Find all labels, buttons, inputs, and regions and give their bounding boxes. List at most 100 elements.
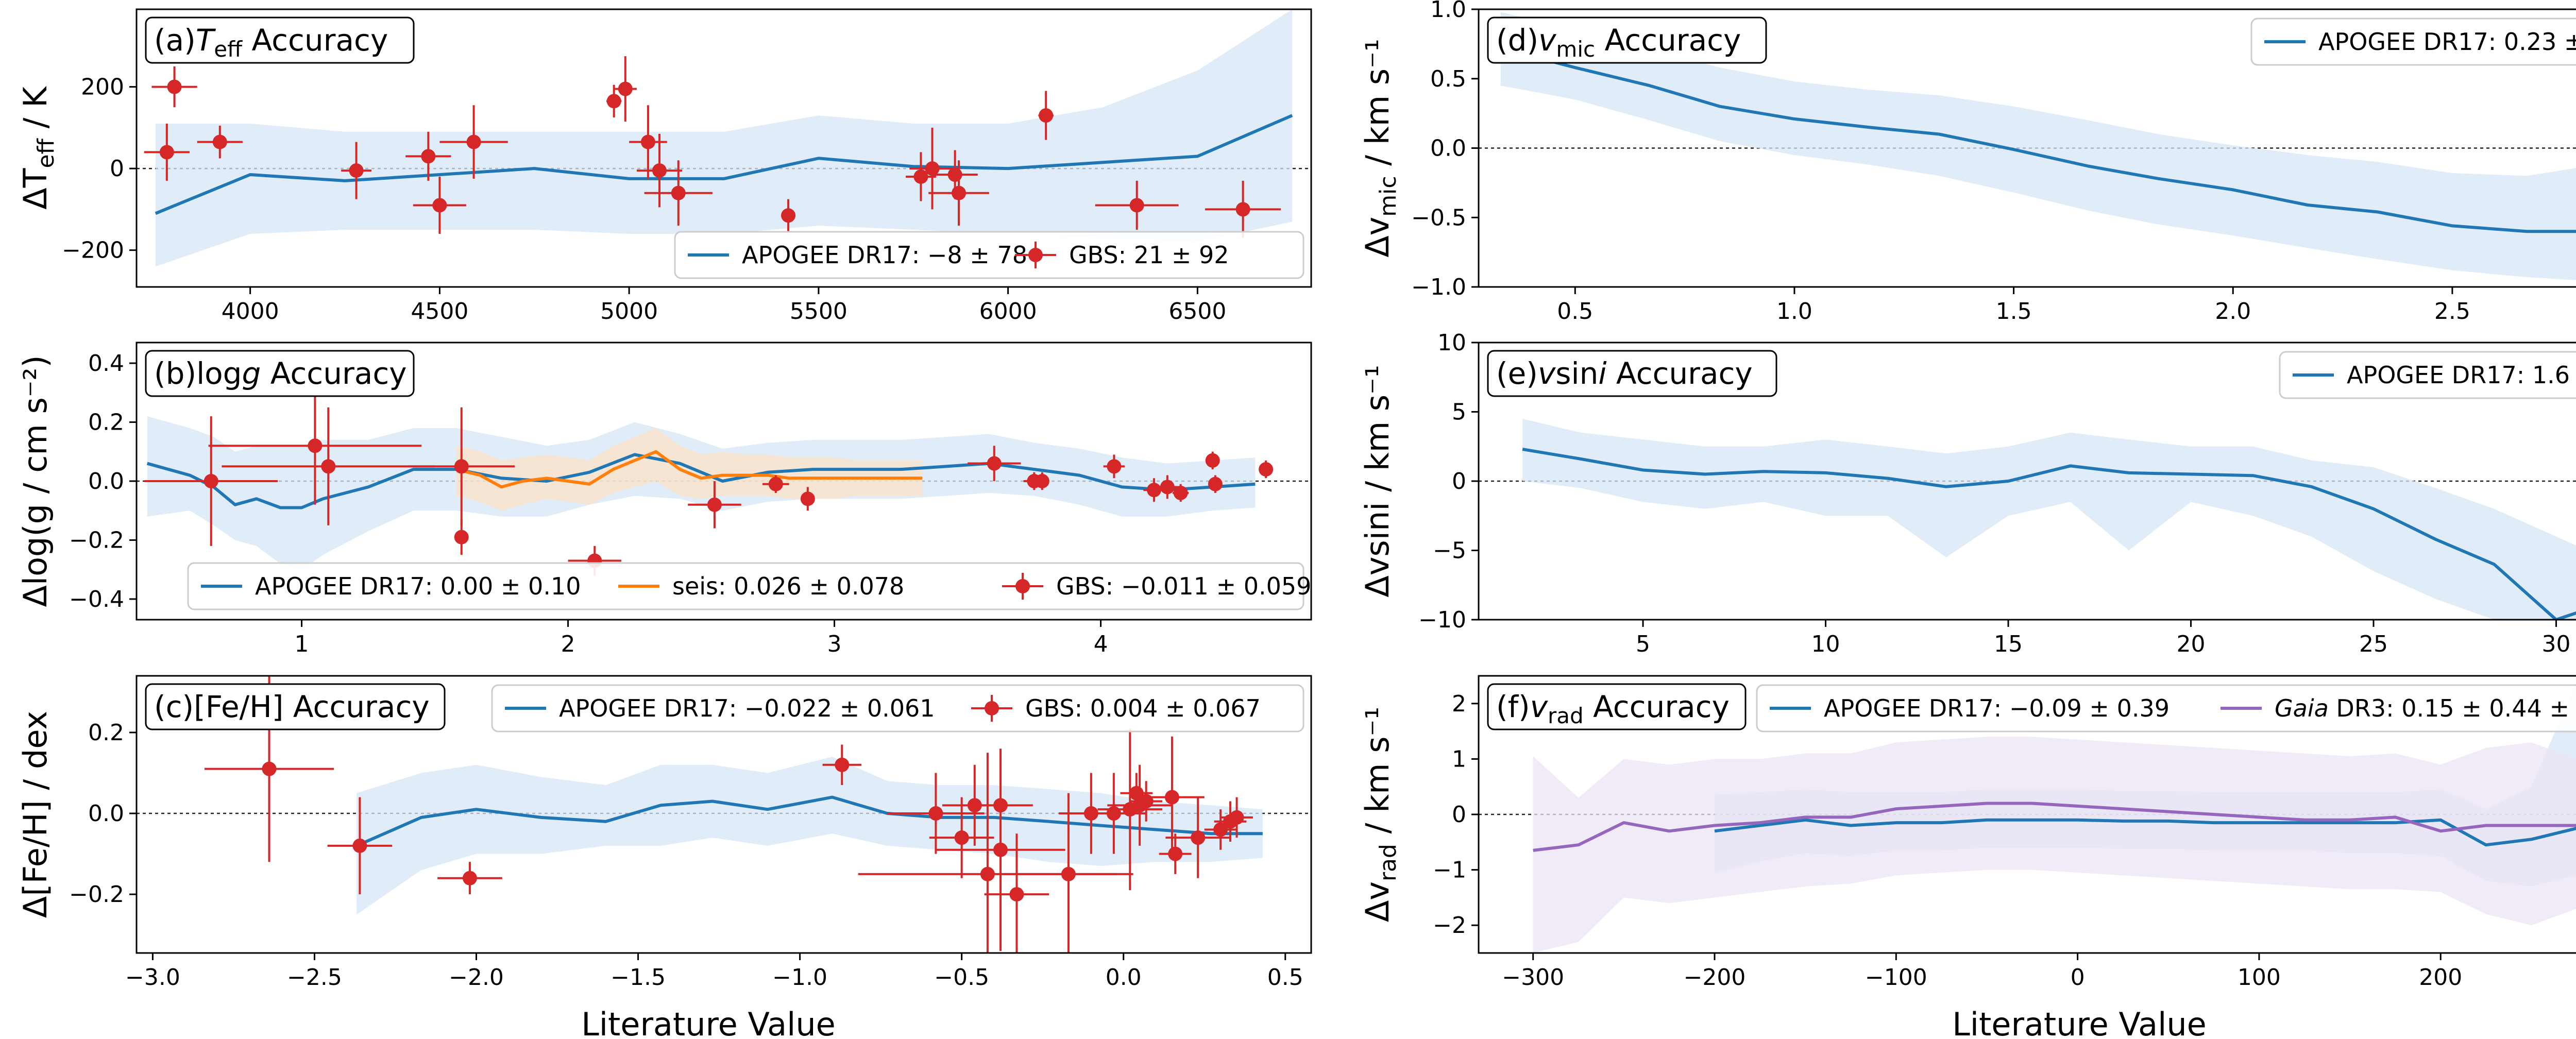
xtick-label: 5000 (600, 298, 658, 325)
gbs-point (454, 519, 469, 555)
marker (800, 491, 815, 506)
title-text: (b)logg Accuracy (154, 356, 407, 391)
legend-label: APOGEE DR17: −0.022 ± 0.061 (559, 694, 935, 722)
title-text: (e)vsini Accuracy (1496, 356, 1753, 391)
gbs-point (208, 386, 422, 505)
gbs-point (408, 407, 515, 525)
marker (262, 761, 277, 776)
legend-item: seis: 0.026 ± 0.078 (618, 572, 904, 600)
xtick-label: 15 (1994, 631, 2023, 657)
xtick-label: 25 (2359, 631, 2388, 657)
marker (1191, 830, 1206, 845)
title-text: (f)vrad Accuracy (1496, 689, 1730, 728)
legend-label: APOGEE DR17: 0.00 ± 0.10 (255, 572, 581, 600)
marker (618, 81, 633, 96)
gbs-point (144, 416, 278, 546)
title-frame (1487, 683, 1747, 730)
xtick-label: 2.5 (2434, 298, 2470, 325)
title-text: (a)Teff Accuracy (154, 23, 388, 62)
title-frame (1487, 350, 1777, 397)
plot-area-vsini (1479, 419, 2576, 620)
marker (308, 438, 323, 453)
xtick-label: 5 (1636, 631, 1650, 657)
marker (980, 866, 995, 881)
marker (652, 163, 667, 178)
ytick-label: 5 (1452, 399, 1466, 425)
gbs-point (1095, 180, 1179, 230)
legend-marker (1015, 579, 1030, 593)
gbs-point (906, 152, 936, 201)
ytick-label: 0.4 (88, 350, 124, 377)
legend-item: GBS: 0.004 ± 0.067 (971, 694, 1261, 722)
gbs-point (822, 744, 861, 786)
title-frame (145, 16, 415, 64)
xtick-label: 0 (2071, 964, 2085, 991)
xtick-label: −1.5 (611, 964, 666, 991)
series-line-apogee (1500, 46, 2576, 233)
ylabel: ΔTeff / K (16, 86, 59, 210)
xtick-label: 1.0 (1776, 298, 1812, 325)
legend-logg: APOGEE DR17: 0.00 ± 0.10 seis: 0.026 ± 0.… (187, 562, 1311, 610)
xtick-label: 20 (2177, 631, 2206, 657)
band-apogee (1522, 419, 2576, 620)
ytick-label: −5 (1433, 538, 1466, 564)
marker (835, 757, 850, 772)
marker (606, 94, 621, 109)
series-line-seis (455, 450, 923, 489)
marker (928, 806, 943, 821)
marker (768, 476, 783, 491)
ytick-label: −200 (62, 237, 124, 264)
gbs-point (1173, 484, 1189, 502)
marker (1035, 474, 1049, 488)
gbs-point (1221, 797, 1253, 838)
gbs-point (1204, 809, 1237, 850)
marker (1208, 476, 1223, 491)
marker (1129, 198, 1144, 213)
legend-item: APOGEE DR17: 0.23 ± 0.39 (2264, 28, 2576, 56)
gbs-point (1205, 451, 1220, 470)
gbs-point (629, 105, 667, 179)
xtick-label: 0.0 (1106, 964, 1142, 991)
marker (1173, 485, 1188, 500)
legend-frame (2279, 351, 2576, 399)
xtick-label: 100 (2238, 964, 2281, 991)
ytick-label: 0 (1452, 802, 1466, 828)
gbs-point (936, 748, 1065, 951)
panel-title-feh: (c)[Fe/H] Accuracy (145, 683, 446, 730)
title-frame (1487, 16, 1767, 64)
legend-label: GBS: 0.004 ± 0.067 (1025, 694, 1261, 722)
plot-area-teff (137, 9, 1311, 267)
panel-feh: −3.0 −2.5 −2.0 −1.5 −1.0 −0.5 0.0 0.5 −0.2 0.0 0.2… (16, 675, 1312, 991)
marker (952, 185, 966, 200)
legend-item: GBS: 21 ± 92 (1015, 241, 1229, 269)
marker (432, 198, 447, 213)
gbs-point (1159, 833, 1192, 874)
marker (1061, 866, 1076, 881)
xtick-label: 1 (295, 631, 309, 657)
legend-label: APOGEE DR17: 1.6 ± 2.0 (2347, 361, 2576, 389)
marker (1205, 453, 1220, 468)
xtick-label: 200 (2419, 964, 2462, 991)
legend-item: APOGEE DR17: −0.09 ± 0.39 (1770, 694, 2170, 722)
ylabel: Δ[Fe/H] / dex (16, 711, 54, 918)
legend-label: APOGEE DR17: −0.09 ± 0.39 (1824, 694, 2170, 722)
gbs-point (1205, 180, 1281, 238)
marker (1229, 810, 1244, 825)
band-gaia (1533, 737, 2576, 953)
marker (349, 163, 364, 178)
gbs-point (151, 66, 197, 108)
gbs-point (222, 407, 435, 525)
gbs-point (800, 487, 815, 511)
legend-item: GBS: −0.011 ± 0.059 (1002, 572, 1311, 600)
marker (1146, 483, 1161, 498)
xtick-label: −3.0 (125, 964, 180, 991)
legend-vrad: APOGEE DR17: −0.09 ± 0.39 Gaia DR3: 0.15 … (1756, 684, 2576, 733)
panel-title-vsini: (e)vsini Accuracy (1487, 350, 1777, 397)
ytick-label: −0.5 (1411, 205, 1466, 231)
plot-area-feh (137, 676, 1311, 953)
xlabel-left: Literature Value (581, 1006, 836, 1039)
gbs-point (928, 160, 989, 226)
xtick-label: 0.5 (1557, 298, 1593, 325)
legend-vsini: APOGEE DR17: 1.6 ± 2.0 (2279, 351, 2576, 399)
